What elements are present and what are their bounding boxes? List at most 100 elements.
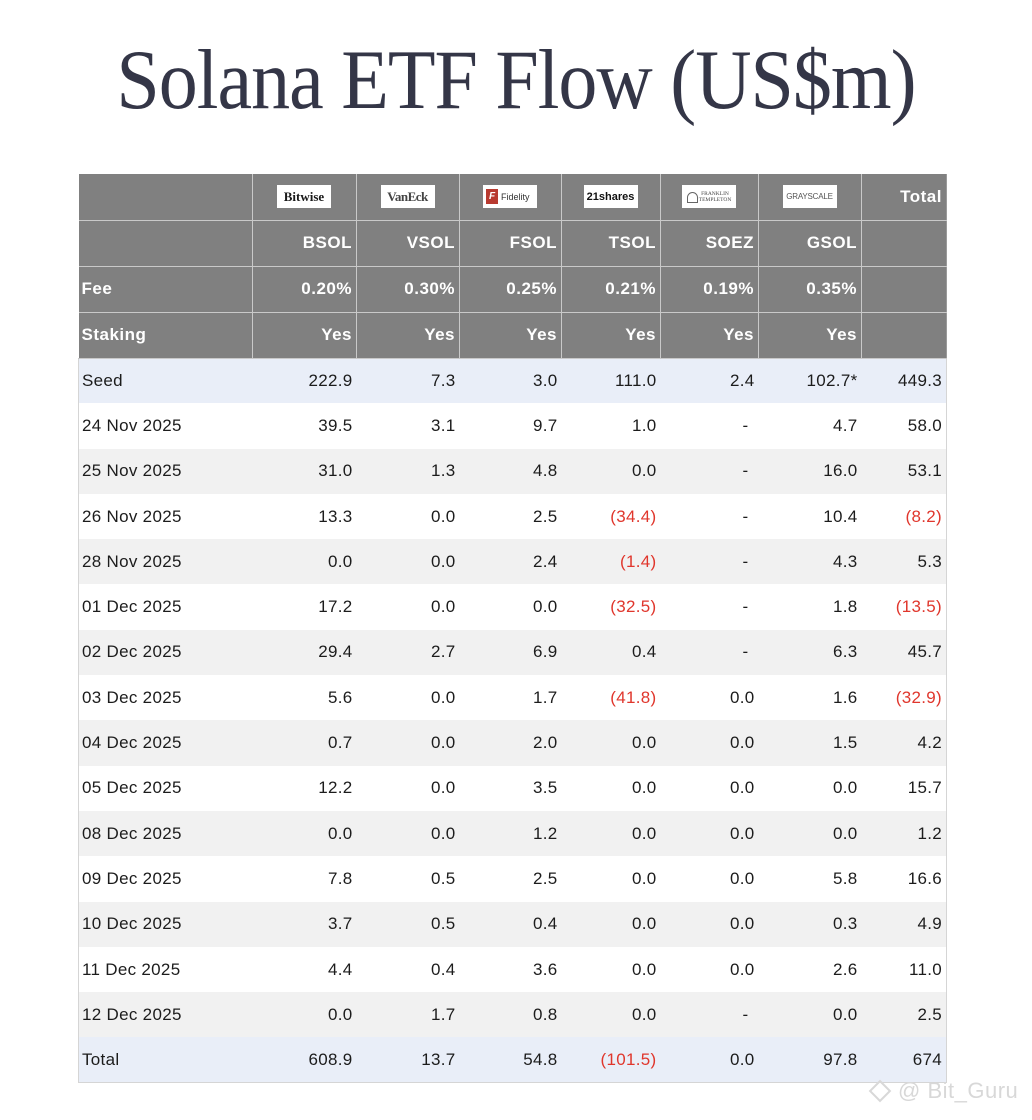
flow-value-cell: 6.3	[832, 642, 858, 662]
flow-value-cell: 0.3	[832, 914, 858, 934]
flow-value-cell: 3.0	[532, 370, 558, 390]
row-label: 26 Nov 2025	[78, 493, 253, 540]
staking-row: Staking Yes Yes Yes Yes Yes Yes	[78, 312, 947, 359]
fee-row: Fee 0.20% 0.30% 0.25% 0.21% 0.19% 0.35%	[78, 266, 947, 313]
flow-value-cell: 0.5	[430, 914, 456, 934]
flow-value-cell: 0.0	[832, 1004, 858, 1024]
watermark: @ Bit_Guru	[868, 1078, 1018, 1104]
row-label: 25 Nov 2025	[78, 448, 253, 494]
flow-value-cell: 0.0	[327, 823, 353, 843]
table-row: 03 Dec 2025 5.6 0.0 1.7 (41.8) 0.0 1.6 (32.9)	[78, 675, 947, 721]
flow-value-cell: 0.0	[832, 823, 858, 843]
flow-value-cell: 29.4	[318, 642, 353, 662]
bitwise-logo-icon: Bitwise	[277, 185, 331, 209]
flow-value-cell: 0.0	[631, 959, 657, 979]
flow-value-cell: 0.0	[532, 597, 558, 617]
row-label: Seed	[78, 358, 253, 404]
flow-value-cell: 0.0	[430, 687, 456, 707]
table-row: 11 Dec 2025 4.4 0.4 3.6 0.0 0.0 2.6 11.0	[78, 946, 947, 993]
flow-value-cell: 13.3	[318, 506, 353, 526]
flow-value-cell: 16.0	[823, 461, 858, 481]
flow-value-cell: 0.0	[430, 733, 456, 753]
flow-value-cell: 39.5	[318, 415, 353, 435]
ticker-cell: SOEZ	[660, 220, 759, 267]
row-label: 04 Dec 2025	[78, 720, 253, 766]
table-row: 08 Dec 2025 0.0 0.0 1.2 0.0 0.0 0.0 1.2	[78, 810, 947, 857]
flow-value-cell: 31.0	[318, 461, 353, 481]
row-total-cell: 4.9	[861, 901, 947, 947]
issuer-logo-row: Bitwise VanEck F Fidelity 21shares FRANKL…	[78, 174, 947, 221]
flow-value-cell: 0.0	[631, 778, 657, 798]
flow-value-cell: 12.2	[318, 778, 353, 798]
row-label: 08 Dec 2025	[78, 810, 253, 857]
table-row: 28 Nov 2025 0.0 0.0 2.4 (1.4) - 4.3 5.3	[78, 539, 947, 585]
issuer-cell-fidelity: F Fidelity	[459, 174, 562, 221]
flow-value-cell: 5.8	[832, 868, 858, 888]
fee-cell: 0.21%	[561, 266, 661, 313]
flow-value-cell: 2.5	[532, 506, 558, 526]
issuer-cell-grayscale: GRAYSCALE	[758, 174, 862, 221]
table-row: 02 Dec 2025 29.4 2.7 6.9 0.4 - 6.3 45.7	[78, 629, 947, 676]
row-label: 12 Dec 2025	[78, 992, 253, 1038]
fee-cell: 0.19%	[660, 266, 759, 313]
table-row: 25 Nov 2025 31.0 1.3 4.8 0.0 - 16.0 53.1	[78, 448, 947, 494]
flow-value-cell: 2.4	[532, 551, 558, 571]
flow-value-cell: 1.3	[430, 461, 456, 481]
flow-value-cell: 0.0	[430, 551, 456, 571]
flow-value-cell: 0.0	[729, 687, 755, 707]
21shares-logo-icon: 21shares	[583, 185, 638, 209]
flow-value-cell: 1.8	[832, 597, 858, 617]
fidelity-logo-icon: F Fidelity	[483, 185, 537, 209]
flow-value-cell: 222.9	[308, 370, 353, 390]
flow-value-cell: 4.4	[327, 959, 353, 979]
issuer-cell-franklin-templeton: FRANKLIN TEMPLETON	[660, 174, 759, 221]
flow-value-cell: 0.0	[631, 1004, 657, 1024]
flow-value-cell: 0.0	[729, 823, 755, 843]
flow-value-cell: 0.0	[729, 868, 755, 888]
flow-value-cell: 3.6	[532, 959, 558, 979]
ticker-cell-total	[861, 220, 947, 267]
row-total-cell: 53.1	[861, 448, 947, 494]
flow-value-cell: 0.4	[532, 914, 558, 934]
flow-value-cell: 0.0	[832, 778, 858, 798]
watermark-text: @ Bit_Guru	[898, 1078, 1019, 1103]
flow-value-cell: 10.4	[823, 506, 858, 526]
flow-value-cell: 5.6	[327, 687, 353, 707]
flow-value-cell: 0.0	[631, 461, 657, 481]
flow-value-cell: 3.7	[327, 914, 353, 934]
total-column-header: Total	[861, 174, 947, 221]
table-row: 09 Dec 2025 7.8 0.5 2.5 0.0 0.0 5.8 16.6	[78, 856, 947, 902]
vaneck-logo-icon: VanEck	[380, 185, 435, 209]
flow-value-cell: (41.8)	[610, 687, 657, 707]
flow-value-cell: 97.8	[758, 1037, 862, 1084]
table-row: 10 Dec 2025 3.7 0.5 0.4 0.0 0.0 0.3 4.9	[78, 901, 947, 947]
flow-value-cell: 9.7	[532, 415, 558, 435]
issuer-cell-21shares: 21shares	[561, 174, 661, 221]
ticker-cell: TSOL	[561, 220, 661, 267]
issuer-cell-bitwise: Bitwise	[252, 174, 357, 221]
flow-value-cell: -	[742, 461, 749, 481]
flow-value-cell: 0.0	[631, 733, 657, 753]
flow-value-cell: (34.4)	[610, 506, 657, 526]
row-label: 01 Dec 2025	[78, 584, 253, 630]
row-total-cell: 1.2	[861, 810, 947, 857]
flow-value-cell: -	[742, 642, 749, 662]
flow-table-body: Seed 222.9 7.3 3.0 111.0 2.4 102.7* 449.3 24 Nov…	[78, 358, 947, 1084]
flow-value-cell: 0.0	[631, 823, 657, 843]
row-label: 03 Dec 2025	[78, 675, 253, 721]
staking-cell: Yes	[561, 312, 661, 359]
flow-value-cell: 0.0	[729, 914, 755, 934]
flow-value-cell: 7.8	[327, 868, 353, 888]
flow-value-cell: 111.0	[614, 370, 657, 390]
total-row: Total 608.9 13.7 54.8 (101.5) 0.0 97.8 674	[78, 1037, 947, 1084]
flow-value-cell: 4.8	[532, 461, 558, 481]
row-total-cell: 5.3	[861, 539, 947, 585]
flow-value-cell: 1.7	[430, 1004, 456, 1024]
flow-value-cell: 2.6	[832, 959, 858, 979]
fee-cell: 0.35%	[758, 266, 862, 313]
staking-cell-total	[861, 312, 947, 359]
flow-value-cell: 1.6	[832, 687, 858, 707]
row-total-cell: 15.7	[861, 765, 947, 811]
flow-value-cell: 0.0	[430, 823, 456, 843]
flow-value-cell: 1.5	[832, 733, 858, 753]
